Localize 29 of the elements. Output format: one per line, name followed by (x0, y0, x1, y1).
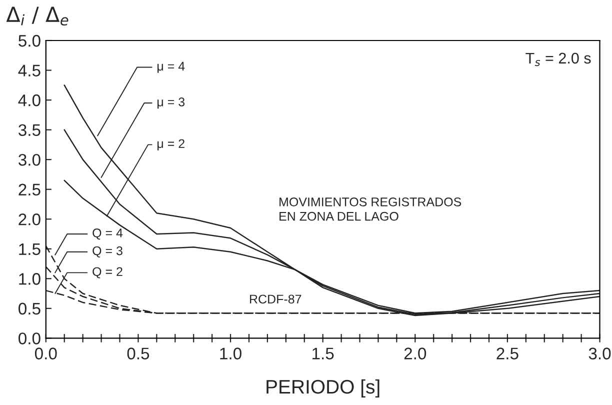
y-tick-label: 0.0 (18, 332, 40, 344)
y-tick-label: 4.5 (18, 64, 40, 76)
x-tick-label: 2.0 (404, 348, 426, 360)
annotation: Q = 4 (92, 228, 123, 240)
y-tick-label: 3.5 (18, 124, 40, 136)
x-tick-label: 3.0 (588, 348, 611, 360)
annotation: MOVIMIENTOS REGISTRADOS EN ZONA DEL LAGO (280, 197, 462, 221)
y-tick-label: 0.5 (18, 302, 40, 315)
x-tick-label: 0.0 (34, 348, 57, 360)
x-tick-label: 0.5 (127, 348, 150, 360)
y-tick-label: 4.0 (18, 94, 40, 106)
annotation: μ = 2 (158, 139, 184, 150)
y-tick-label: 2.5 (18, 184, 40, 196)
annotation: Q = 2 (92, 267, 122, 278)
x-axis-title: PERIODO [s] (266, 379, 380, 398)
annotation: μ = 3 (158, 98, 185, 109)
y-tick-label: 5.0 (18, 34, 40, 47)
annotation: RCDF-87 (250, 294, 302, 304)
x-tick-label: 2.5 (496, 348, 518, 360)
annotation: T$_{s}$ = 2.0 s (526, 52, 591, 66)
annotation: μ = 4 (158, 62, 185, 73)
annotation: Q = 3 (92, 246, 122, 258)
x-tick-label: 1.0 (220, 348, 242, 360)
y-tick-label: 1.0 (19, 273, 40, 285)
y-tick-label: 2.0 (18, 214, 40, 226)
x-tick-label: 1.5 (312, 348, 334, 360)
y-tick-label: 3.0 (18, 154, 40, 166)
y-tick-label: 1.5 (19, 243, 40, 256)
y-axis-title: Δ$_{i}$ / Δ$_{e}$ (6, 6, 68, 26)
